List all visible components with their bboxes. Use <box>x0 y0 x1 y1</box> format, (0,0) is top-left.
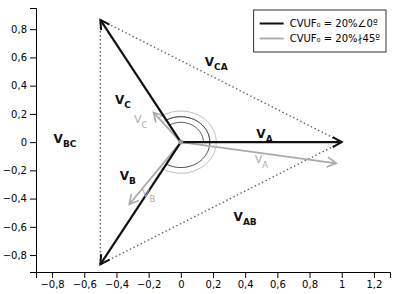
x-tick: 1 <box>339 272 345 290</box>
label-part: AB <box>243 216 257 226</box>
x-tick: 0 <box>178 272 184 290</box>
x-tick-mark <box>84 272 85 278</box>
x-tick-mark <box>181 272 182 278</box>
legend-box <box>254 10 386 52</box>
y-tick: 0,8 <box>11 24 36 35</box>
line-voltage-label: VBC <box>54 132 77 149</box>
y-tick-mark <box>30 255 36 256</box>
y-tick-label: 0 <box>21 137 27 148</box>
label-part: BC <box>63 139 77 149</box>
y-tick-label: 0,4 <box>11 80 27 91</box>
x-tick-mark <box>277 272 278 278</box>
y-tick: −0,4 <box>3 193 36 204</box>
y-tick: −0,8 <box>3 250 36 261</box>
x-tick-mark <box>52 272 53 278</box>
label-part: C <box>141 119 147 129</box>
y-tick: 0,6 <box>11 52 36 63</box>
phase-label: VB <box>120 169 136 186</box>
x-tick-label: 1 <box>339 279 345 290</box>
phase-label: VA <box>256 126 272 143</box>
y-tick-label: −0,6 <box>3 222 27 233</box>
x-tick-mark <box>213 272 214 278</box>
line-voltage <box>100 20 101 265</box>
label-part: A <box>266 133 273 143</box>
x-axis: −0,8 −0,6 −0,4 −0,2 0 0,2 0,4 0,6 0,8 1 1,2 <box>37 272 391 290</box>
line-voltage <box>100 142 341 264</box>
x-tick: 0,2 <box>206 272 222 290</box>
plot-area <box>100 20 341 265</box>
x-tick: −0,4 <box>105 272 129 290</box>
y-tick: −0,6 <box>3 222 36 233</box>
labels: VA VB VC VA VB VC VBC VCA VAB <box>54 54 273 226</box>
x-tick-label: −0,4 <box>105 279 129 290</box>
y-tick: 0 <box>21 137 36 148</box>
x-tick-label: 0,6 <box>270 279 286 290</box>
phase-vector <box>181 141 342 143</box>
y-tick-mark <box>30 142 36 143</box>
y-tick-mark <box>30 57 36 58</box>
y-tick-mark <box>30 199 36 200</box>
x-tick-mark <box>245 272 246 278</box>
y-tick-mark <box>30 29 36 30</box>
legend-label: CVUF₀ = 20%∠0º <box>290 18 378 29</box>
y-tick-label: −0,4 <box>3 193 27 204</box>
legend-swatch <box>260 23 284 25</box>
x-tick: −0,6 <box>73 272 97 290</box>
x-tick-label: −0,2 <box>137 279 161 290</box>
label-part: A <box>262 160 268 170</box>
x-tick: −0,2 <box>137 272 161 290</box>
x-tick-label: 1,2 <box>366 279 382 290</box>
legend-label: CVUF₀ = 20%∤45º <box>290 33 381 45</box>
y-tick-mark <box>30 114 36 115</box>
line-voltage-label: VAB <box>234 209 257 226</box>
x-tick-mark <box>374 272 375 278</box>
x-tick: 0,8 <box>302 272 318 290</box>
x-tick-label: −0,6 <box>73 279 97 290</box>
label-part: CA <box>214 61 228 71</box>
label-part: B <box>129 176 136 186</box>
x-tick: 0,6 <box>270 272 286 290</box>
y-tick: 0,2 <box>11 109 36 120</box>
x-tick-mark <box>310 272 311 278</box>
y-tick-mark <box>30 170 36 171</box>
y-tick-label: 0,8 <box>11 24 27 35</box>
y-tick-label: 0,6 <box>11 52 27 63</box>
y-tick-mark <box>30 86 36 87</box>
x-tick-mark <box>116 272 117 278</box>
phase-label: VC <box>115 92 131 109</box>
legend: CVUF₀ = 20%∠0º CVUF₀ = 20%∤45º <box>254 10 386 52</box>
y-tick: 0,4 <box>11 80 36 91</box>
x-tick-label: 0 <box>178 279 184 290</box>
label-part: B <box>150 194 156 204</box>
phase-label: VB <box>142 187 156 204</box>
line-voltage-label: VCA <box>205 54 228 71</box>
y-tick-label: 0,2 <box>11 109 27 120</box>
phase-vector <box>129 142 180 204</box>
y-tick-label: −0,2 <box>3 165 27 176</box>
y-axis-line <box>30 9 37 273</box>
x-axis-line <box>37 273 391 279</box>
y-tick-label: −0,8 <box>3 250 27 261</box>
x-tick-label: 0,2 <box>206 279 222 290</box>
phase-label: VC <box>134 113 148 130</box>
legend-swatch <box>260 38 284 40</box>
x-tick-label: 0,4 <box>238 279 254 290</box>
x-tick-label: −0,8 <box>40 279 64 290</box>
x-tick-mark <box>342 272 343 278</box>
chart: −0,8−0,6−0,4−0,200,20,40,60,811,2−0,8−0,… <box>0 0 398 294</box>
x-tick-label: 0,8 <box>302 279 318 290</box>
y-tick-mark <box>30 227 36 228</box>
label-part: C <box>124 99 131 109</box>
x-tick: 0,4 <box>238 272 254 290</box>
x-tick: −0,8 <box>40 272 64 290</box>
phase-vector <box>100 142 180 264</box>
y-tick: −0,2 <box>3 165 36 176</box>
phase-vector <box>100 20 180 142</box>
x-tick-mark <box>149 272 150 278</box>
phase-label: VA <box>255 153 269 170</box>
origin <box>178 140 183 145</box>
x-tick: 1,2 <box>366 272 382 290</box>
y-axis: −0,8 −0,6 −0,4 −0,2 0 0,2 0,4 0,6 0,8 <box>3 9 37 273</box>
